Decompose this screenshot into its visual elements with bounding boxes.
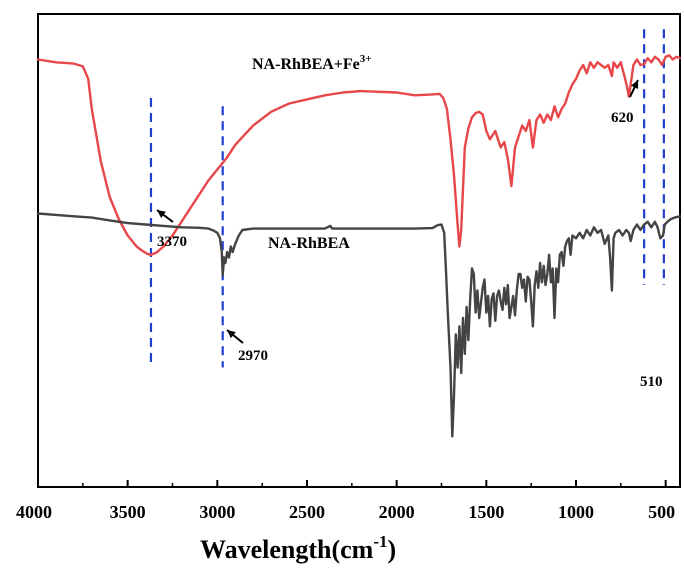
series-label-fe: NA-RhBEA+Fe3+: [252, 53, 372, 73]
x-tick-label: 1500: [468, 502, 504, 522]
annotation-arrowhead-3370: [157, 210, 166, 218]
x-tick-label: 2000: [379, 502, 415, 522]
annotation-label-3370: 3370: [157, 234, 187, 250]
reference-lines: [149, 29, 665, 368]
x-tick-label: 4000: [16, 502, 52, 522]
peak-annotations: 3370 2970 620 510: [156, 79, 663, 390]
series-line-0: [36, 54, 682, 256]
x-axis-label: Wavelength(cm-1): [200, 532, 396, 564]
x-tick-label: 3000: [199, 502, 235, 522]
x-tick-label: 1000: [558, 502, 594, 522]
plot-frame: [37, 13, 681, 488]
series-line-1: [36, 212, 682, 438]
annotation-arrowhead-2970: [227, 330, 236, 339]
series-label-rhbea: NA-RhBEA: [268, 235, 350, 252]
x-tick-label: 500: [648, 502, 675, 522]
series-layer: [36, 54, 682, 438]
annotation-arrowhead-620: [631, 80, 639, 89]
annotation-label-510: 510: [640, 374, 663, 390]
x-axis-ticks: 4000 3500 3000 2500 2000 1500 1000 500: [16, 480, 675, 522]
x-tick-label: 2500: [289, 502, 325, 522]
annotation-label-2970: 2970: [238, 348, 268, 364]
annotation-label-620: 620: [611, 110, 634, 126]
x-tick-label: 3500: [110, 502, 146, 522]
